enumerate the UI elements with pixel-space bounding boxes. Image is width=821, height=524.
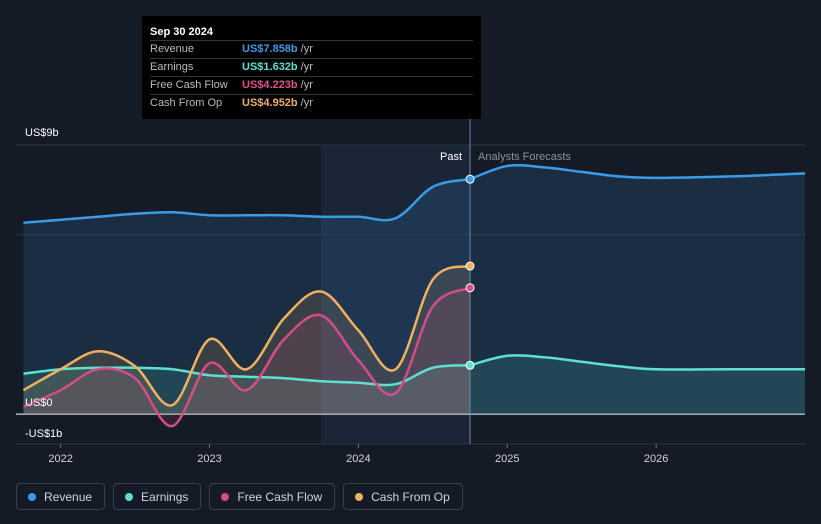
x-tick-label: 2024	[346, 453, 370, 465]
tooltip-row-label: Earnings	[150, 61, 194, 73]
legend-item-cash-from-op[interactable]: Cash From Op	[343, 483, 463, 510]
tooltip-row-label: Cash From Op	[150, 97, 223, 109]
legend-dot-icon	[355, 492, 364, 501]
tooltip-row-value: US$7.858b	[242, 43, 298, 55]
tooltip-row-label: Free Cash Flow	[150, 79, 228, 91]
legend-item-revenue[interactable]: Revenue	[16, 483, 106, 510]
y-axis-zero-label: US$0	[25, 397, 53, 409]
free-cash-flow-area	[23, 287, 471, 427]
tooltip-row-unit: /yr	[300, 61, 313, 73]
tooltip-row-label: Revenue	[150, 43, 195, 55]
earnings-line	[23, 364, 471, 387]
legend-label: Free Cash Flow	[237, 489, 323, 504]
grid-lines	[16, 144, 805, 445]
earnings-current-point	[465, 360, 475, 370]
tooltip-row-value: US$4.223b	[242, 79, 298, 91]
x-axis-ticks: 2022 2023 2024 2025 2026	[48, 444, 668, 465]
tooltip-row-value: US$4.952b	[242, 97, 298, 109]
cash-from-op-line	[22, 264, 471, 407]
tooltip: Sep 30 2024 Revenue US$7.858b/yr Earnings U…	[142, 16, 481, 119]
tooltip-row: Cash From Op US$4.952b/yr	[150, 94, 473, 112]
legend-label: Revenue	[44, 489, 93, 504]
series-areas	[23, 165, 805, 427]
legend-item-free-cash-flow[interactable]: Free Cash Flow	[209, 483, 336, 510]
y-axis-top-label: US$9b	[25, 127, 59, 139]
legend-label: Earnings	[141, 489, 189, 504]
earnings-forecast-line	[469, 354, 805, 371]
legend-label: Cash From Op	[371, 489, 450, 504]
tooltip-row: Revenue US$7.858b/yr	[150, 40, 473, 58]
revenue-area	[23, 165, 805, 415]
legend-dot-icon	[125, 492, 134, 501]
tooltip-row-unit: /yr	[300, 97, 313, 109]
cash-from-op-current-point	[465, 261, 475, 271]
series-lines	[22, 163, 806, 428]
tooltip-row-unit: /yr	[300, 79, 313, 91]
free-cash-flow-line	[22, 286, 471, 428]
revenue-forecast-line	[469, 163, 806, 181]
tooltip-row: Earnings US$1.632b/yr	[150, 58, 473, 76]
revenue-current-point	[465, 174, 475, 184]
y-axis-bottom-label: -US$1b	[25, 428, 62, 440]
tooltip-row-unit: /yr	[300, 43, 313, 55]
x-tick-label: 2026	[644, 453, 668, 465]
x-tick-label: 2022	[48, 453, 72, 465]
x-tick-label: 2025	[495, 453, 519, 465]
tooltip-row-value: US$1.632b	[242, 61, 298, 73]
legend: Revenue Earnings Free Cash Flow Cash From O…	[16, 483, 463, 510]
free-cash-flow-current-point	[465, 283, 475, 293]
tooltip-date: Sep 30 2024	[150, 26, 213, 38]
current-points	[465, 174, 475, 370]
legend-item-earnings[interactable]: Earnings	[113, 483, 202, 510]
forecast-label: Analysts Forecasts	[478, 151, 571, 163]
past-label: Past	[440, 151, 462, 163]
earnings-area	[23, 355, 805, 415]
revenue-line	[23, 177, 471, 224]
tooltip-row: Free Cash Flow US$4.223b/yr	[150, 76, 473, 94]
x-tick-label: 2023	[197, 453, 221, 465]
legend-dot-icon	[28, 492, 36, 501]
legend-dot-icon	[221, 492, 230, 501]
